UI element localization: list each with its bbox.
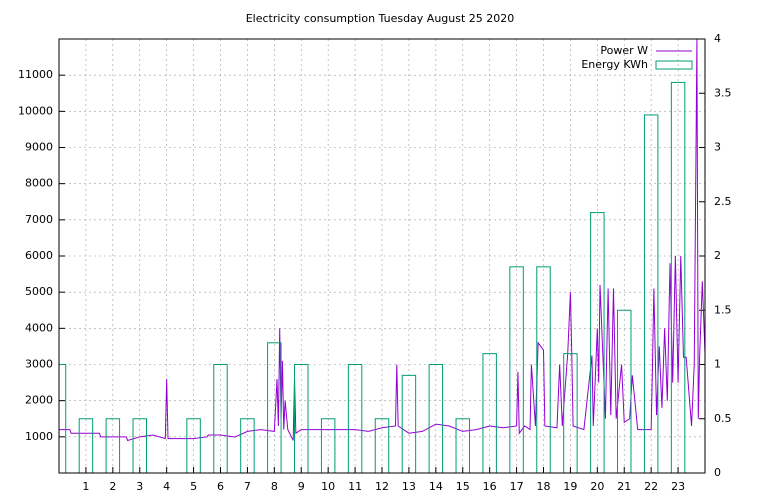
x-tick-label: 14	[429, 480, 443, 493]
energy-box	[213, 364, 228, 473]
y-tick-label: 3000	[25, 358, 53, 371]
x-tick-label: 12	[375, 480, 389, 493]
energy-box	[78, 418, 94, 473]
energy-box	[590, 212, 605, 473]
x-tick-label: 21	[617, 480, 631, 493]
x-tick-label: 23	[671, 480, 685, 493]
y-tick-label: 6000	[25, 249, 53, 262]
energy-box	[105, 418, 121, 473]
energy-box	[617, 309, 632, 473]
energy-box	[428, 364, 444, 473]
x-tick-label: 11	[348, 480, 362, 493]
y-tick-label: 1000	[25, 430, 53, 443]
x-tick-label: 17	[510, 480, 524, 493]
x-tick-label: 9	[298, 480, 305, 493]
x-tick-label: 15	[456, 480, 470, 493]
y-tick-label: 2000	[25, 394, 53, 407]
x-tick-label: 10	[321, 480, 335, 493]
x-tick-label: 2	[109, 480, 116, 493]
y2-tick-label: 3.5	[714, 86, 732, 99]
energy-box	[670, 81, 686, 473]
legend-label: Energy KWh	[581, 58, 648, 71]
plot-frame	[58, 38, 706, 474]
x-tick-label: 20	[590, 480, 604, 493]
x-tick-label: 16	[483, 480, 497, 493]
x-tick-label: 13	[402, 480, 416, 493]
plot-area	[59, 39, 705, 473]
y2-tick-label: 1	[714, 358, 721, 371]
energy-box	[536, 266, 551, 473]
y2-tick-label: 2	[714, 249, 721, 262]
y2-tick-label: 0	[714, 466, 721, 479]
energy-box	[294, 364, 309, 473]
y-tick-label: 7000	[25, 213, 53, 226]
energy-box	[401, 374, 417, 473]
x-tick-label: 18	[537, 480, 551, 493]
energy-box	[320, 418, 336, 473]
y2-tick-label: 0.5	[714, 412, 732, 425]
energy-box	[240, 418, 255, 473]
y2-tick-label: 1.5	[714, 303, 732, 316]
legend-label: Power W	[600, 44, 648, 57]
y-tick-label: 4000	[25, 321, 53, 334]
x-tick-label: 22	[644, 480, 658, 493]
energy-box	[132, 418, 147, 473]
y2-tick-label: 2.5	[714, 195, 732, 208]
chart-title: Electricity consumption Tuesday August 2…	[246, 12, 515, 25]
energy-box	[59, 364, 67, 473]
energy-box	[186, 418, 201, 473]
y-tick-label: 11000	[18, 68, 53, 81]
y-tick-label: 10000	[18, 104, 53, 117]
x-tick-label: 4	[163, 480, 170, 493]
y-tick-label: 8000	[25, 177, 53, 190]
y-tick-label: 5000	[25, 285, 53, 298]
x-tick-label: 6	[217, 480, 224, 493]
x-tick-label: 5	[190, 480, 197, 493]
legend-swatch	[655, 60, 693, 70]
x-tick-label: 7	[244, 480, 251, 493]
x-tick-label: 3	[136, 480, 143, 493]
x-tick-label: 8	[271, 480, 278, 493]
energy-box	[509, 266, 524, 473]
y2-tick-label: 4	[714, 32, 721, 45]
y-tick-label: 9000	[25, 141, 53, 154]
x-tick-label: 19	[563, 480, 577, 493]
energy-box	[374, 418, 390, 473]
energy-box	[455, 418, 470, 473]
x-tick-label: 1	[82, 480, 89, 493]
energy-box	[347, 364, 363, 473]
y2-tick-label: 3	[714, 141, 721, 154]
